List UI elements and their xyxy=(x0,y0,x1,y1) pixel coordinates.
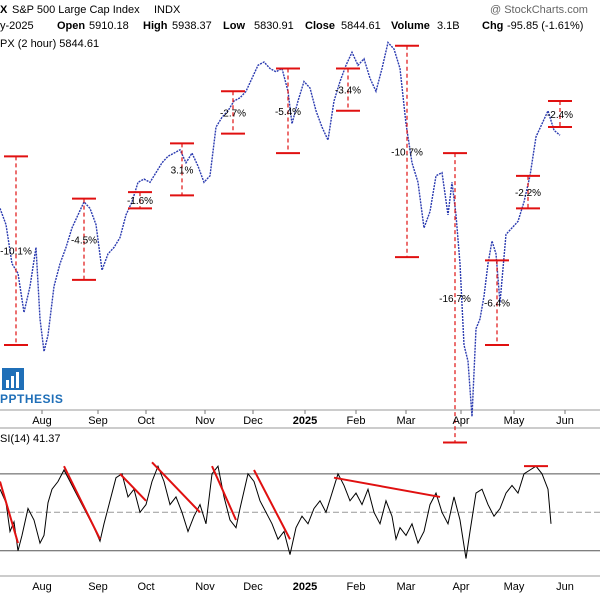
rsi-legend: SI(14) 41.37 xyxy=(0,433,61,445)
high-label: High xyxy=(143,20,168,32)
watermark: @ StockCharts.com xyxy=(490,4,588,16)
measure-marker: -2.7% xyxy=(220,90,246,135)
measure-marker: -16.7% xyxy=(439,152,471,444)
volume-label: Volume xyxy=(391,20,430,32)
rsi-x-tick-label: May xyxy=(504,581,525,593)
measure-marker: 3.1% xyxy=(170,142,194,197)
measure-marker: -2.2% xyxy=(515,174,541,210)
measure-marker: -10.7% xyxy=(391,44,423,259)
rsi-trendline xyxy=(151,461,201,514)
exchange: INDX xyxy=(154,4,181,16)
marker-label: -16.7% xyxy=(439,294,471,305)
measure-marker: -1.6% xyxy=(127,191,153,210)
marker-label: -2.2% xyxy=(515,188,541,199)
logo-chart-icon xyxy=(2,368,24,390)
rsi-x-tick-label: Feb xyxy=(347,581,366,593)
price-x-tick-label: Dec xyxy=(243,415,263,427)
rsi-trendline xyxy=(63,465,101,540)
index-name: S&P 500 Large Cap Index xyxy=(12,4,140,16)
rsi-trendline xyxy=(253,469,291,540)
pptthesis-logo: PPTHESIS xyxy=(0,366,70,410)
rsi-x-tick-label: 2025 xyxy=(293,581,317,593)
measure-marker: -2.4% xyxy=(547,100,573,129)
rsi-x-tick-label: Mar xyxy=(397,581,416,593)
low-label: Low xyxy=(223,20,245,32)
marker-label: 3.1% xyxy=(171,165,194,176)
measure-marker: -6.4% xyxy=(484,259,510,346)
price-series-line xyxy=(0,41,561,417)
close-value: 5844.61 xyxy=(341,20,381,32)
marker-label: -5.4% xyxy=(275,107,301,118)
price-x-tick-label: Oct xyxy=(137,415,154,427)
measure-marker: -5.4% xyxy=(275,67,301,155)
marker-label: -1.6% xyxy=(127,196,153,207)
low-value: 5830.91 xyxy=(254,20,294,32)
marker-label: -2.7% xyxy=(220,108,246,119)
marker-label: -3.4% xyxy=(335,86,361,97)
chart-header: X S&P 500 Large Cap Index INDX @ StockCh… xyxy=(0,0,600,36)
rsi-x-tick-label: Apr xyxy=(452,581,469,593)
open-label: Open xyxy=(57,20,86,32)
logo-text: PPTHESIS xyxy=(0,392,64,406)
rsi-x-tick-label: Aug xyxy=(32,581,52,593)
measure-marker: -3.4% xyxy=(335,67,361,112)
price-x-tick-label: Sep xyxy=(88,415,108,427)
rsi-trendline xyxy=(333,476,441,498)
price-x-tick-label: Feb xyxy=(347,415,366,427)
marker-label: -6.4% xyxy=(484,299,510,310)
price-legend: PX (2 hour) 5844.61 xyxy=(0,38,100,50)
volume-value: 3.1B xyxy=(437,20,460,32)
date: y-2025 xyxy=(0,20,34,32)
open-value: 5910.18 xyxy=(89,20,129,32)
price-x-tick-label: Aug xyxy=(32,415,52,427)
price-x-tick-label: Nov xyxy=(195,415,215,427)
rsi-x-tick-label: Sep xyxy=(88,581,108,593)
price-x-tick-label: Apr xyxy=(452,415,469,427)
marker-label: -10.7% xyxy=(391,147,423,158)
price-x-tick-label: Mar xyxy=(397,415,416,427)
chg-value: -95.85 (-1.61%) xyxy=(507,20,584,32)
rsi-x-tick-label: Nov xyxy=(195,581,215,593)
symbol: X xyxy=(0,4,8,16)
rsi-trendline xyxy=(211,465,237,521)
measure-marker: -4.5% xyxy=(71,197,97,281)
rsi-x-tick-label: Jun xyxy=(556,581,574,593)
price-x-tick-label: Jun xyxy=(556,415,574,427)
rsi-x-tick-label: Dec xyxy=(243,581,263,593)
rsi-x-tick-label: Oct xyxy=(137,581,154,593)
marker-label: -2.4% xyxy=(547,110,573,121)
rsi-trendline xyxy=(0,481,19,544)
price-x-tick-label: 2025 xyxy=(293,415,317,427)
price-x-tick-label: May xyxy=(504,415,525,427)
rsi-trendline xyxy=(119,473,147,502)
measure-marker: -10.1% xyxy=(0,155,32,346)
high-value: 5938.37 xyxy=(172,20,212,32)
marker-label: -10.1% xyxy=(0,247,32,258)
close-label: Close xyxy=(305,20,335,32)
chg-label: Chg xyxy=(482,20,504,32)
marker-label: -4.5% xyxy=(71,235,97,246)
